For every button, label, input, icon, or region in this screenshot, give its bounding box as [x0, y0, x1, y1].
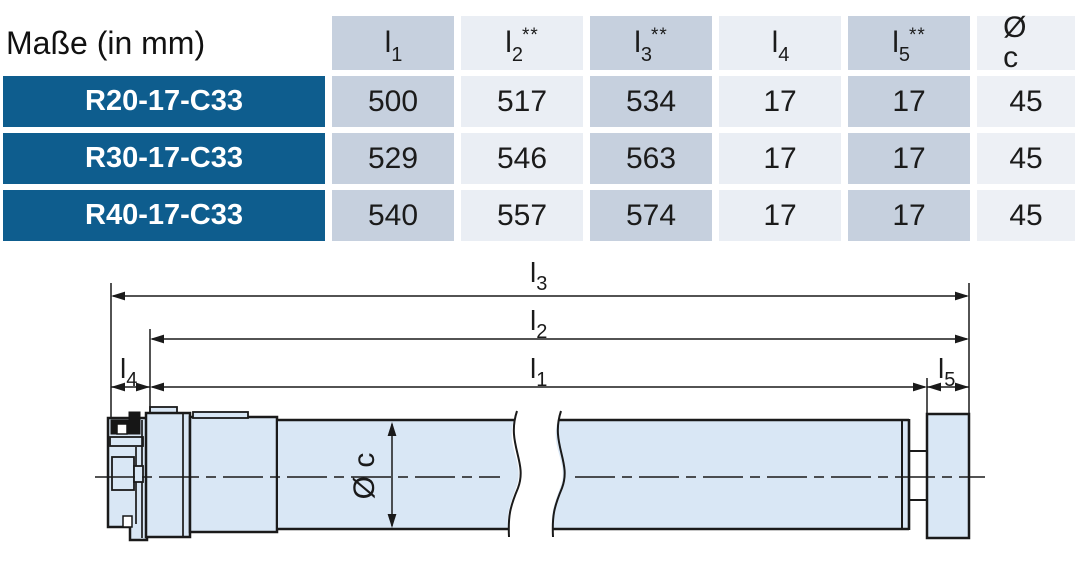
table-cell: 500 [332, 76, 454, 127]
col-header-l1: l1 [332, 16, 454, 70]
table-cell: 557 [461, 190, 583, 241]
drive-square [111, 456, 135, 491]
extension-lines [110, 283, 970, 417]
col-header-diameter: Ø c [977, 13, 1075, 73]
row-label-r20: R20-17-C33 [3, 76, 325, 127]
col-header-l2: l2** [461, 16, 583, 70]
break-line-left [507, 410, 522, 538]
table-cell: 17 [719, 76, 841, 127]
dim-label-l4: l4 [120, 353, 137, 391]
table-cell: 17 [848, 133, 970, 184]
end-cap [908, 412, 971, 540]
table-cell: 574 [590, 190, 712, 241]
dim-label-l1: l1 [530, 353, 547, 391]
break-line-right [551, 410, 566, 538]
table-cell: 45 [977, 76, 1075, 127]
dimension-lines [111, 291, 969, 528]
table-cell: 17 [848, 190, 970, 241]
table-cell: 17 [719, 190, 841, 241]
table-cell: 534 [590, 76, 712, 127]
col-header-l5: l5** [848, 16, 970, 70]
table-cell: 17 [719, 133, 841, 184]
table-cell: 45 [977, 190, 1075, 241]
dim-label-diameter: Ø c [348, 453, 381, 500]
dim-label-l2: l2 [530, 305, 547, 343]
row-label-r40: R40-17-C33 [3, 190, 325, 241]
table-cell: 17 [848, 76, 970, 127]
dim-label-l5: l5 [938, 353, 955, 391]
table-cell: 517 [461, 76, 583, 127]
dim-label-l3: l3 [530, 257, 547, 295]
table-cell: 45 [977, 133, 1075, 184]
motor-crown [144, 406, 279, 539]
table-cell: 529 [332, 133, 454, 184]
table-cell: 546 [461, 133, 583, 184]
col-header-l4: l4 [719, 16, 841, 70]
table-cell: 563 [590, 133, 712, 184]
row-label-r30: R30-17-C33 [3, 133, 325, 184]
motor-head-bracket [106, 411, 149, 542]
col-header-l3: l3** [590, 16, 712, 70]
table-cell: 540 [332, 190, 454, 241]
dimensions-table: Maße (in mm) l1 l2** l3** l4 l5** Ø c R2… [3, 13, 1075, 241]
table-title: Maße (in mm) [3, 16, 325, 70]
motor-tube [276, 410, 911, 538]
